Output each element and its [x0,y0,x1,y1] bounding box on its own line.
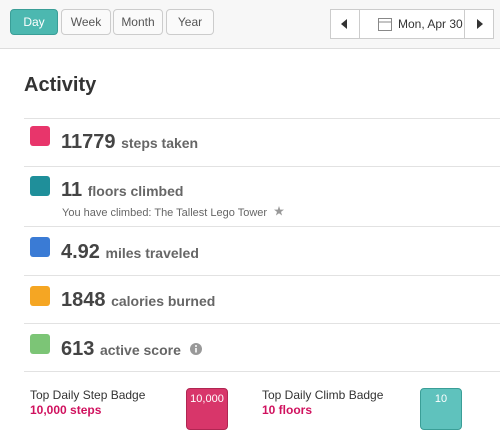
number: 11 [61,179,83,201]
tab[interactable]: Day [10,9,58,35]
label: floors climbed [87,183,184,199]
floors-icon [30,176,50,196]
tab[interactable]: Year [166,9,214,35]
separator [24,323,500,324]
distance-icon [30,237,50,257]
heading: Activity [24,74,97,96]
tab[interactable]: Week [61,9,111,35]
separator [24,118,500,119]
value: 4.92 miles traveled [61,241,199,264]
number: 1848 [61,289,106,311]
value: 1848 calories burned [61,289,215,312]
number: 4.92 [61,241,100,263]
active-icon [30,334,50,354]
value: 11 floors climbed [61,179,183,202]
number: 11779 [61,131,116,153]
badge-title: Top Daily Step Badge [30,388,146,402]
badge-value: 10,000 steps [30,403,102,417]
step-badge: 10,000 [186,388,228,430]
label: miles traveled [105,245,199,261]
calendar-icon [378,18,392,31]
calories-icon [30,286,50,306]
date-picker[interactable]: Mon, Apr 30 [359,9,465,39]
steps-icon [30,126,50,146]
note-text: You have climbed: The Tallest Lego Tower [62,207,268,219]
date-label: Mon, Apr 30 [398,17,463,31]
note: You have climbed: The Tallest Lego Tower [62,206,285,219]
number: 613 [61,338,95,360]
tab[interactable]: Month [113,9,163,35]
arrow-icon [341,19,347,29]
value: 613 active score [61,338,203,361]
label: calories burned [111,293,216,309]
badge-title: Top Daily Climb Badge [262,388,384,402]
star-icon [274,206,285,216]
climb-badge: 10 [420,388,462,430]
badge-value: 10 floors [262,403,313,417]
label: active score [99,342,181,358]
separator [24,166,500,167]
separator [24,226,500,227]
value: 11779 steps taken [61,131,198,154]
prev-button[interactable] [330,9,360,39]
separator [24,371,500,372]
label: steps taken [121,135,199,151]
arrow-icon [477,19,483,29]
next-button[interactable] [464,9,494,39]
separator [24,275,500,276]
info-icon[interactable] [190,343,203,355]
